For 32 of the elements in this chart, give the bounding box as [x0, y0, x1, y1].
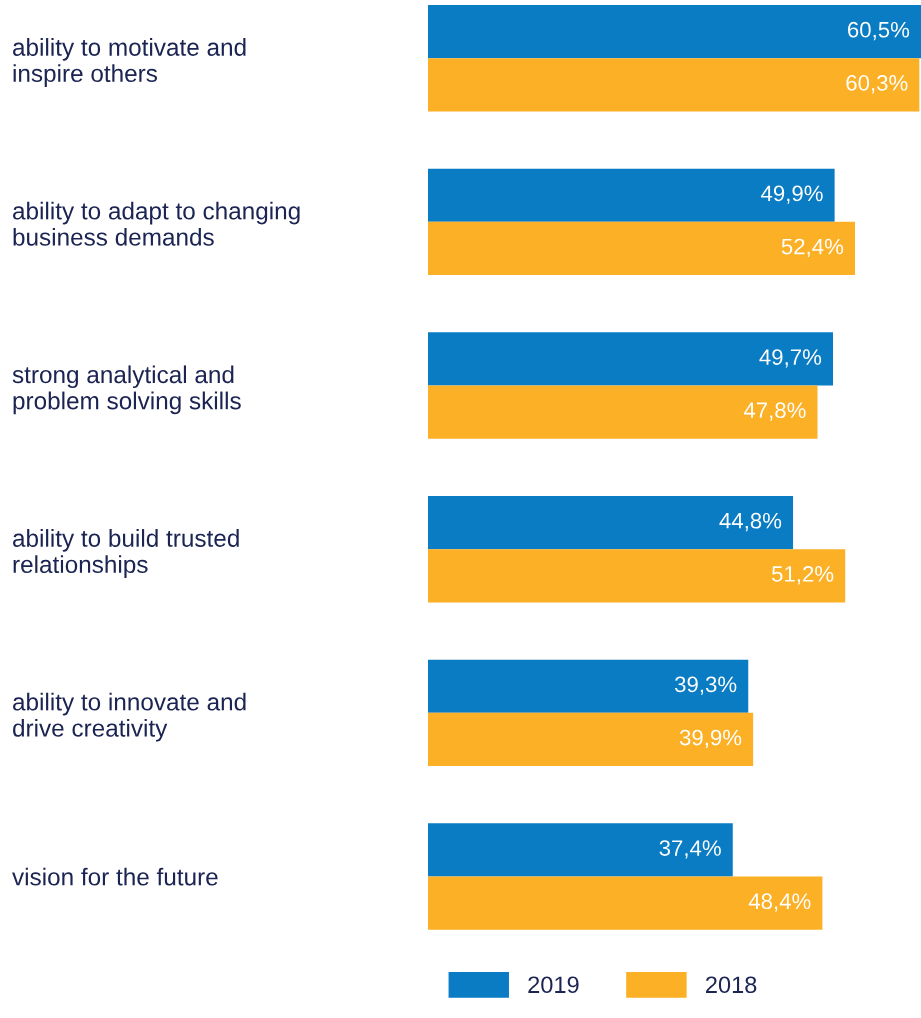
legend-label: 2019 — [528, 976, 579, 994]
y-tick-label: ability to adapt to changing business demands — [13, 201, 300, 246]
bar — [428, 332, 833, 386]
legend-label: 2018 — [706, 976, 757, 994]
bar — [428, 496, 794, 550]
data-label: 49,7% — [759, 349, 822, 368]
data-label: 39,9% — [679, 729, 742, 749]
data-label: 51,2% — [771, 566, 834, 585]
y-tick-label: vision for the future — [12, 867, 218, 886]
bar — [428, 659, 749, 713]
bar — [428, 58, 920, 112]
data-label: 48,4% — [748, 893, 811, 912]
bar — [428, 168, 835, 222]
bar — [428, 712, 754, 767]
data-label: 44,8% — [719, 512, 782, 532]
y-tick-label: strong analytical and problem solving skills — [12, 365, 241, 415]
data-label: 60,3% — [846, 75, 908, 94]
y-tick-label: ability to build trusted relationships — [13, 529, 239, 578]
bar — [428, 549, 846, 603]
data-label: 52,4% — [781, 238, 844, 258]
data-label: 37,4% — [659, 840, 721, 859]
bar — [428, 221, 855, 276]
bar — [428, 385, 818, 439]
bar — [428, 876, 823, 930]
data-label: 39,3% — [674, 676, 737, 695]
data-label: 47,8% — [743, 402, 806, 421]
bar — [428, 823, 733, 877]
y-tick-label: ability to innovate and drive creativity — [13, 692, 246, 742]
y-tick-label: ability to motivate and inspire others — [13, 38, 246, 87]
bar — [428, 5, 921, 59]
data-label: 49,9% — [761, 185, 823, 204]
data-label: 60,5% — [848, 21, 910, 41]
